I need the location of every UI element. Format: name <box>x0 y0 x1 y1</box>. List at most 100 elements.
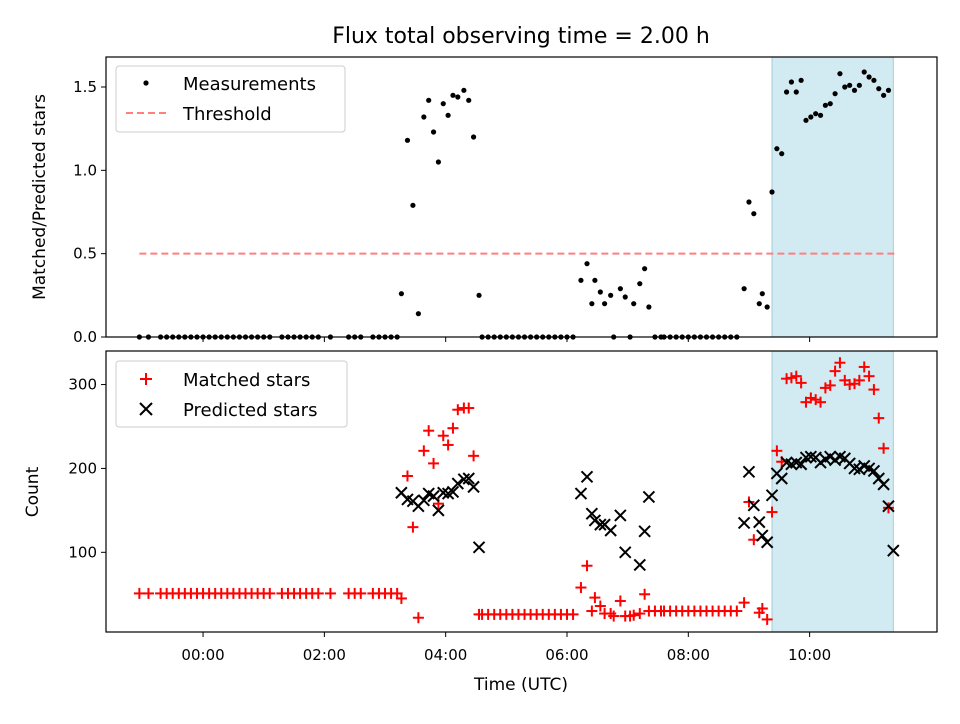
chart-title: Flux total observing time = 2.00 h <box>332 24 710 49</box>
matched-star-point <box>771 445 783 457</box>
x-tick-label: 02:00 <box>303 646 346 664</box>
measurement-point <box>842 84 848 90</box>
predicted-star-point <box>765 489 779 502</box>
matched-star-point <box>743 496 755 508</box>
top-y-ticks: 0.0 0.5 1.0 1.5 <box>73 78 106 346</box>
matched-star-point <box>355 587 367 599</box>
matched-star-point <box>442 439 454 451</box>
matched-star-point <box>634 608 646 620</box>
measurement-point <box>759 291 765 297</box>
measurement-point <box>622 294 628 300</box>
predicted-star-point <box>427 489 440 503</box>
matched-star-point <box>738 597 750 609</box>
top-shaded-interval <box>771 56 894 338</box>
bottom-y-ticks: 100 200 300 <box>68 376 106 561</box>
top-y-tick-label: 1.0 <box>73 161 97 179</box>
measurement-point <box>769 189 775 195</box>
matched-star-point <box>463 402 475 414</box>
matched-star-point <box>863 370 875 382</box>
measurement-point <box>741 286 747 292</box>
matched-star-point <box>581 560 593 572</box>
measurement-point <box>592 277 598 283</box>
measurement-point <box>813 111 819 117</box>
measurement-point <box>817 112 824 118</box>
matched-star-point <box>834 357 846 369</box>
measurement-point <box>798 77 804 83</box>
matched-star-point <box>766 506 778 518</box>
predicted-star-point <box>462 472 475 485</box>
measurement-point <box>631 301 637 307</box>
predicted-star-point <box>867 464 881 478</box>
matched-star-point <box>785 372 797 384</box>
matched-star-point <box>594 600 606 612</box>
count-points <box>133 357 900 625</box>
matched-star-point <box>401 470 413 482</box>
x-axis-label: Time (UTC) <box>473 675 568 695</box>
top-y-axis-label: Matched/Predicted stars <box>30 94 50 300</box>
measurement-point <box>455 94 461 100</box>
matched-star-point <box>586 605 598 617</box>
matched-star-point <box>407 521 419 533</box>
predicted-star-point <box>446 485 460 499</box>
matched-star-point <box>790 370 802 382</box>
measurement-point <box>404 137 411 143</box>
matched-star-point <box>428 457 440 469</box>
predicted-star-point <box>747 499 761 512</box>
measurement-point <box>746 199 752 205</box>
measurement-point <box>756 301 762 307</box>
matched-star-point <box>810 394 822 406</box>
bottom-y-tick-label: 200 <box>68 459 97 477</box>
legend-measurements-marker <box>143 80 149 86</box>
bottom-shaded-interval <box>771 350 894 633</box>
measurement-point <box>421 114 427 120</box>
matched-star-point <box>795 377 807 389</box>
predicted-star-point <box>638 525 651 538</box>
matched-star-point <box>614 595 626 607</box>
predicted-star-point <box>737 516 751 530</box>
matched-star-point <box>589 592 601 604</box>
measurement-point <box>440 101 446 107</box>
measurement-point <box>774 146 780 152</box>
legend-predicted-marker <box>139 402 153 416</box>
matched-star-point <box>312 587 324 599</box>
matched-star-point <box>324 587 336 599</box>
measurement-point <box>466 97 472 103</box>
matched-star-point <box>829 365 841 377</box>
predicted-star-point <box>756 529 769 542</box>
top-y-tick-label: 1.5 <box>73 78 97 96</box>
matched-star-point <box>142 587 154 599</box>
measurement-point <box>881 92 887 98</box>
x-tick-label: 00:00 <box>181 646 224 664</box>
matched-star-point <box>824 379 836 391</box>
measurement-point <box>832 91 838 97</box>
matched-star-point <box>412 612 424 624</box>
measurement-point <box>608 292 614 298</box>
predicted-star-point <box>585 507 599 520</box>
x-tick-label: 10:00 <box>788 646 831 664</box>
legend-predicted-label: Predicted stars <box>183 400 317 421</box>
predicted-star-point <box>742 465 756 478</box>
bottom-panel: 100 200 300 00:00 02:00 04:00 06:00 08:00 10:00… <box>23 350 938 695</box>
measurement-point <box>793 89 799 95</box>
matched-star-point <box>853 374 865 386</box>
x-tick-label: 04:00 <box>424 646 467 664</box>
measurement-point <box>602 301 608 307</box>
predicted-star-point <box>417 494 431 507</box>
predicted-star-point <box>804 450 818 463</box>
measurement-point <box>808 114 814 120</box>
bottom-legend: Matched stars Predicted stars <box>115 360 348 428</box>
legend-threshold-label: Threshold <box>182 104 272 125</box>
top-legend-box <box>115 65 346 133</box>
predicted-star-point <box>472 541 486 554</box>
predicted-star-point <box>604 524 617 537</box>
measurement-point <box>788 79 795 85</box>
bottom-y-tick-label: 100 <box>68 543 97 561</box>
predicted-star-point <box>794 458 808 471</box>
bottom-y-tick-label: 300 <box>68 376 97 394</box>
measurement-point <box>861 69 867 75</box>
predicted-star-point <box>594 518 607 531</box>
predicted-star-point <box>432 504 445 517</box>
predicted-star-point <box>437 486 450 499</box>
bottom-x-ticks: 00:00 02:00 04:00 06:00 08:00 10:00 <box>181 632 831 664</box>
matched-star-point <box>858 361 870 373</box>
